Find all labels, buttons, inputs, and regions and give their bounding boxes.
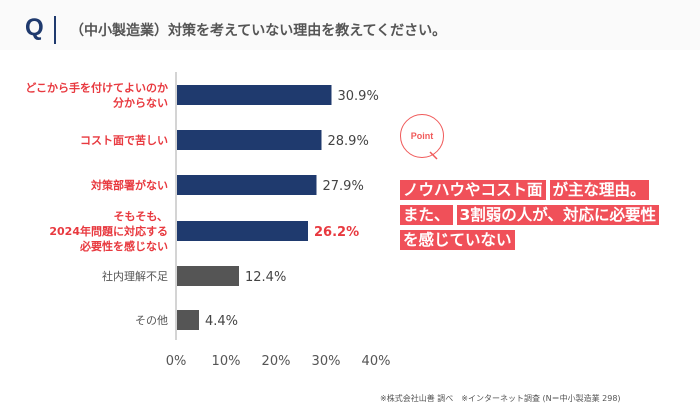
divider bbox=[54, 16, 56, 44]
bar bbox=[177, 310, 199, 330]
value-label: 30.9% bbox=[338, 89, 379, 104]
category-label: そもそも、 bbox=[114, 210, 168, 223]
category-label: どこから手を付けてよいのか bbox=[25, 81, 168, 95]
point-message: ノウハウやコスト面 が主な理由。 また、 3割弱の人が、対応に必要性 を感じていない bbox=[400, 178, 663, 253]
category-label: その他 bbox=[135, 314, 168, 327]
x-tick-label: 30% bbox=[312, 354, 341, 369]
category-label: コスト面で苦しい bbox=[80, 133, 168, 147]
x-tick-label: 10% bbox=[212, 354, 241, 369]
highlight: また、 bbox=[400, 205, 453, 225]
footnote: ※株式会社山善 調べ ※インターネット調査 (N＝中小製造業 298) bbox=[380, 394, 621, 403]
highlight: が主な理由。 bbox=[549, 180, 649, 200]
bar bbox=[177, 85, 332, 105]
x-tick-label: 0% bbox=[166, 354, 187, 369]
highlight: を感じていない bbox=[400, 230, 515, 250]
category-label: 2024年問題に対応する bbox=[49, 224, 168, 238]
category-label: 分からない bbox=[113, 96, 168, 110]
highlight: 3割弱の人が、対応に必要性 bbox=[456, 205, 659, 225]
category-label: 対策部署がない bbox=[90, 178, 168, 192]
highlight: ノウハウやコスト面 bbox=[400, 180, 546, 200]
value-label: 28.9% bbox=[328, 134, 369, 149]
x-tick-label: 40% bbox=[362, 354, 391, 369]
value-label: 12.4% bbox=[245, 270, 286, 285]
question-mark: Q bbox=[25, 14, 44, 41]
value-label: 4.4% bbox=[205, 314, 238, 329]
page-title: （中小製造業）対策を考えていない理由を教えてください。 bbox=[70, 23, 447, 39]
category-label: 必要性を感じない bbox=[79, 239, 168, 253]
bar bbox=[177, 175, 317, 195]
value-label: 26.2% bbox=[314, 225, 359, 240]
point-badge: Point bbox=[400, 114, 444, 158]
bar bbox=[177, 130, 322, 150]
bar bbox=[177, 266, 239, 286]
value-label: 27.9% bbox=[323, 179, 364, 194]
header bbox=[0, 0, 700, 50]
category-label: 社内理解不足 bbox=[102, 269, 168, 283]
bar bbox=[177, 221, 308, 241]
x-tick-label: 20% bbox=[262, 354, 291, 369]
